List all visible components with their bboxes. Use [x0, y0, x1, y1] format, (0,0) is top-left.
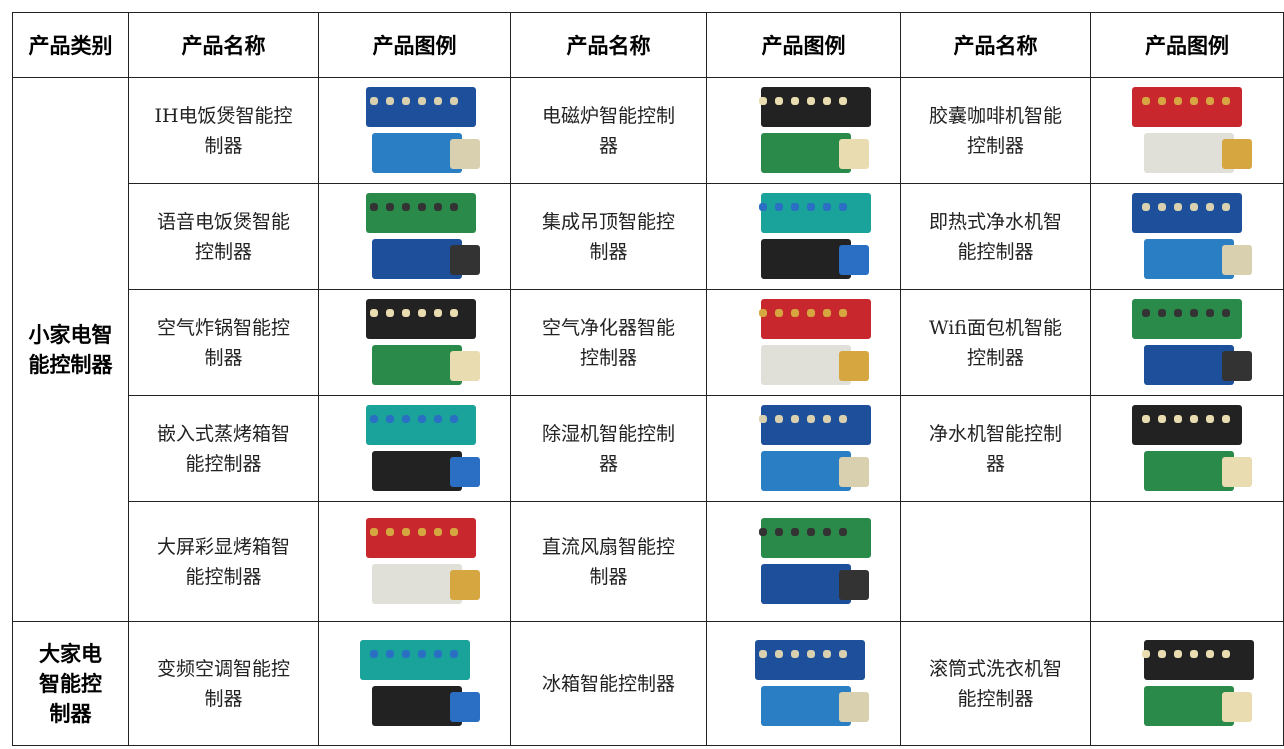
image-cell	[706, 183, 901, 290]
image-cell	[1090, 501, 1284, 622]
product-name: 胶囊咖啡机智能控制器	[928, 104, 1062, 157]
category-cell: 小家电智能控制器	[12, 77, 129, 622]
name-cell: 直流风扇智能控制器	[510, 501, 707, 622]
name-cell: Wifi面包机智能控制器	[900, 289, 1091, 396]
product-name: 冰箱智能控制器	[541, 672, 675, 695]
category-cell: 大家电智能控制器	[12, 621, 129, 746]
image-cell	[1090, 289, 1284, 396]
header-cell: 产品图例	[318, 12, 511, 78]
header-cell: 产品类别	[12, 12, 129, 78]
name-cell: 电磁炉智能控制器	[510, 77, 707, 184]
product-image	[365, 86, 480, 173]
product-image	[758, 192, 871, 279]
name-cell: 除湿机智能控制器	[510, 395, 707, 502]
name-cell: 即热式净水机智能控制器	[900, 183, 1091, 290]
product-name: 嵌入式蒸烤箱智能控制器	[156, 422, 290, 475]
image-cell	[1090, 77, 1284, 184]
image-cell	[1090, 183, 1284, 290]
image-cell	[318, 501, 511, 622]
table-row: 大家电智能控制器 变频空调智能控制器 冰箱智能控制器 滚筒式洗衣机智能控制器	[12, 621, 1284, 746]
product-name: 除湿机智能控制器	[541, 422, 675, 475]
product-name: 滚筒式洗衣机智能控制器	[928, 657, 1062, 710]
product-name: 电磁炉智能控制器	[541, 104, 675, 157]
header-row: 产品类别 产品名称 产品图例 产品名称 产品图例 产品名称 产品图例	[12, 12, 1284, 78]
name-cell: 语音电饭煲智能控制器	[128, 183, 319, 290]
product-name: 变频空调智能控制器	[156, 657, 290, 710]
header-cell: 产品名称	[128, 12, 319, 78]
image-cell	[1090, 621, 1284, 746]
name-cell: 滚筒式洗衣机智能控制器	[900, 621, 1091, 746]
image-cell	[318, 77, 511, 184]
product-image	[1132, 298, 1252, 385]
name-cell: 净水机智能控制器	[900, 395, 1091, 502]
category-label: 小家电智能控制器	[28, 321, 113, 377]
image-cell	[318, 289, 511, 396]
category-label: 大家电智能控制器	[39, 640, 102, 726]
image-cell	[318, 621, 511, 746]
product-name: 空气净化器智能控制器	[541, 316, 675, 369]
name-cell	[900, 501, 1091, 622]
image-cell	[706, 395, 901, 502]
product-image	[365, 404, 480, 491]
header-cell: 产品名称	[510, 12, 707, 78]
name-cell: 大屏彩显烤箱智能控制器	[128, 501, 319, 622]
product-name: 大屏彩显烤箱智能控制器	[156, 535, 290, 588]
product-image	[758, 404, 871, 491]
product-name: 即热式净水机智能控制器	[928, 210, 1062, 263]
header-cell: 产品图例	[1090, 12, 1284, 78]
product-image	[1132, 404, 1252, 491]
image-cell	[1090, 395, 1284, 502]
product-name: 净水机智能控制器	[928, 422, 1062, 475]
product-name: 集成吊顶智能控制器	[541, 210, 675, 263]
table-row: 语音电饭煲智能控制器 集成吊顶智能控制器 即热式净水机智能控制器	[13, 183, 1284, 290]
header-cell: 产品图例	[706, 12, 901, 78]
product-image	[754, 639, 869, 726]
table-row: 大屏彩显烤箱智能控制器 直流风扇智能控制器	[13, 501, 1284, 622]
product-image	[1142, 639, 1254, 726]
image-cell	[706, 77, 901, 184]
product-image	[758, 517, 871, 604]
name-cell: IH电饭煲智能控制器	[128, 77, 319, 184]
name-cell: 胶囊咖啡机智能控制器	[900, 77, 1091, 184]
table-row: 小家电智能控制器 IH电饭煲智能控制器 电磁炉智能控制器 胶囊咖啡机智能控制器	[12, 77, 1284, 622]
name-cell: 集成吊顶智能控制器	[510, 183, 707, 290]
image-cell	[706, 621, 901, 746]
product-image	[365, 517, 480, 604]
image-cell	[706, 501, 901, 622]
product-image	[758, 86, 871, 173]
product-name: 直流风扇智能控制器	[541, 535, 675, 588]
image-cell	[706, 289, 901, 396]
product-image	[365, 298, 480, 385]
image-cell	[318, 183, 511, 290]
name-cell: 变频空调智能控制器	[128, 621, 319, 746]
product-image	[359, 639, 480, 726]
table-row: 空气炸锅智能控制器 空气净化器智能控制器 Wifi面包机智能控制器	[13, 289, 1284, 396]
product-image	[758, 298, 871, 385]
name-cell: 嵌入式蒸烤箱智能控制器	[128, 395, 319, 502]
product-image	[1132, 86, 1252, 173]
product-name: 空气炸锅智能控制器	[156, 316, 290, 369]
image-cell	[318, 395, 511, 502]
product-name: IH电饭煲智能控制器	[154, 104, 293, 157]
name-cell: 空气炸锅智能控制器	[128, 289, 319, 396]
table-row: 嵌入式蒸烤箱智能控制器 除湿机智能控制器 净水机智能控制器	[13, 395, 1284, 502]
product-image	[365, 192, 480, 279]
product-name: Wifi面包机智能控制器	[929, 316, 1062, 369]
product-table: 产品类别 产品名称 产品图例 产品名称 产品图例 产品名称 产品图例 小家电智能控制器 IH电饭…	[12, 12, 1284, 746]
name-cell: 冰箱智能控制器	[510, 621, 707, 746]
name-cell: 空气净化器智能控制器	[510, 289, 707, 396]
product-name: 语音电饭煲智能控制器	[156, 210, 290, 263]
product-image	[1132, 192, 1252, 279]
header-cell: 产品名称	[900, 12, 1091, 78]
